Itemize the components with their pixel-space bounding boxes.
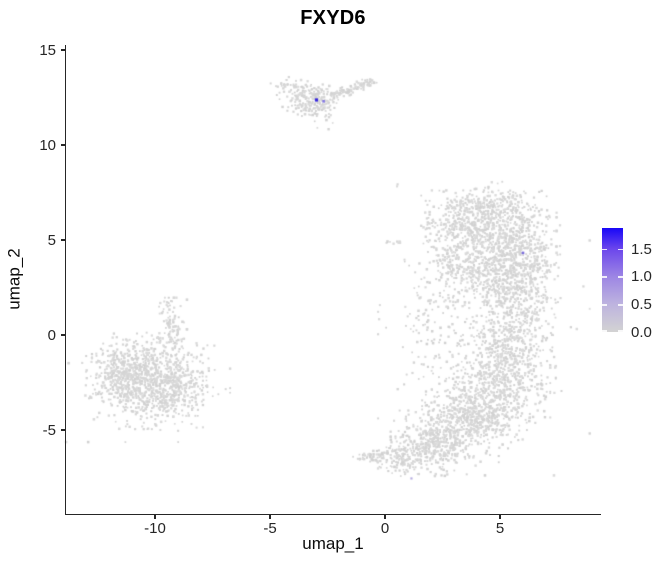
y-tick-label: 0	[47, 327, 56, 344]
x-tick-mark	[269, 514, 271, 519]
x-tick-label: -10	[144, 520, 166, 537]
legend-tick-label: 1.0	[631, 268, 652, 286]
legend-tick-mark	[602, 248, 623, 251]
y-tick-mark	[60, 239, 65, 241]
legend-tick-mark	[602, 304, 623, 306]
legend-colorbar	[602, 228, 623, 332]
legend-tick-mark	[602, 330, 623, 332]
x-tick-mark	[384, 514, 386, 519]
legend-tick-label: 0.5	[631, 296, 652, 314]
x-axis-line	[65, 514, 601, 515]
x-tick-mark	[154, 514, 156, 519]
y-tick-mark	[60, 49, 65, 51]
y-tick-mark	[60, 334, 65, 336]
y-tick-mark	[60, 429, 65, 431]
y-axis-line	[65, 45, 66, 515]
legend-tick-mark	[602, 276, 623, 278]
y-tick-label: -5	[42, 422, 56, 439]
x-tick-label: -5	[263, 520, 277, 537]
y-axis-title: umap_2	[4, 248, 24, 310]
y-tick-label: 10	[39, 137, 56, 154]
plot-title: FXYD6	[300, 7, 366, 29]
x-tick-mark	[499, 514, 501, 519]
x-tick-label: 0	[380, 520, 390, 537]
x-axis-title: umap_1	[302, 534, 364, 553]
legend-tick-label: 1.5	[631, 240, 652, 258]
legend-tick-label: 0.0	[631, 324, 652, 341]
x-tick-label: 5	[495, 520, 505, 537]
y-tick-mark	[60, 144, 65, 146]
y-tick-label: 15	[39, 42, 56, 59]
y-tick-label: 5	[47, 232, 56, 249]
